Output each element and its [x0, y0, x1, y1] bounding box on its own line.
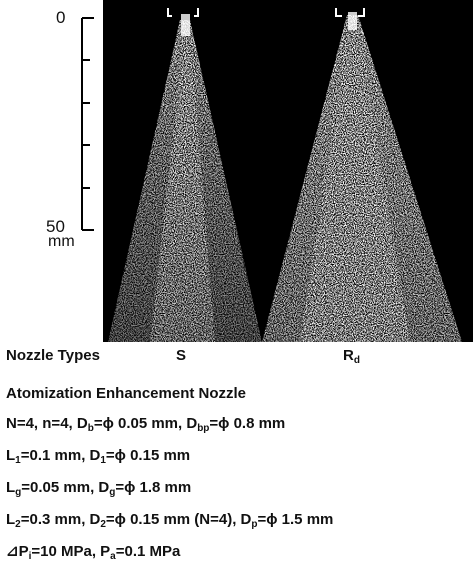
subscript: p	[251, 519, 258, 530]
subscript: 1	[15, 455, 21, 466]
caption-line: N=4, n=4, Db=ϕ 0.05 mm, Dbp=ϕ 0.8 mm	[6, 415, 285, 434]
subscript: g	[109, 487, 116, 498]
text: L	[6, 511, 16, 528]
caption-line: ⊿Pi=10 MPa, Pa=0.1 MPa	[6, 542, 180, 562]
text: =ϕ 0.8 mm	[209, 415, 286, 432]
scale-unit: mm	[48, 233, 75, 250]
scale-bar	[81, 17, 94, 231]
subscript: b	[87, 423, 94, 434]
caption-line: Lg=0.05 mm, Dg=ϕ 1.8 mm	[6, 479, 191, 498]
caption-title: Atomization Enhancement Nozzle	[6, 385, 247, 402]
subscript: i	[28, 551, 32, 562]
text: =0.05 mm, D	[21, 479, 110, 496]
nozzle-jet-s	[181, 14, 190, 36]
text: =0.3 mm, D	[20, 511, 101, 528]
text: =ϕ 1.5 mm	[257, 511, 334, 528]
text: =ϕ 0.05 mm, D	[93, 415, 198, 432]
nozzle-s	[167, 8, 199, 17]
text: ⊿P	[6, 543, 29, 560]
text: L	[6, 479, 16, 496]
caption-line: L2=0.3 mm, D2=ϕ 0.15 mm (N=4), Dp=ϕ 1.5 …	[6, 511, 333, 530]
nozzle-types-label: Nozzle Types	[6, 347, 100, 364]
nozzle-type-s: S	[176, 347, 187, 364]
subscript: d	[353, 355, 360, 366]
nozzle-type-rd: Rd	[343, 347, 360, 366]
nozzle-jet-rd	[348, 12, 357, 30]
subscript: a	[110, 551, 116, 562]
label: R	[343, 347, 354, 364]
caption-line: L1=0.1 mm, D1=ϕ 0.15 mm	[6, 447, 190, 466]
spray-cones	[108, 15, 462, 342]
text: =ϕ 0.15 mm (N=4), D	[105, 511, 252, 528]
subscript: bp	[197, 423, 210, 434]
subscript: 2	[100, 519, 106, 530]
scale-top-label: 0	[56, 8, 66, 27]
text: =ϕ 1.8 mm	[115, 479, 192, 496]
subscript: 2	[15, 519, 21, 530]
text: =0.1 mm, D	[20, 447, 101, 464]
spray-s-core	[150, 20, 215, 342]
text: =10 MPa, P	[31, 543, 111, 560]
text: =0.1 MPa	[115, 543, 181, 560]
spray-rd-core	[300, 15, 410, 342]
text: L	[6, 447, 16, 464]
nozzle-rd	[335, 8, 365, 17]
subscript: g	[15, 487, 22, 498]
subscript: 1	[100, 455, 106, 466]
text: N=4, n=4, D	[6, 415, 88, 432]
text: =ϕ 0.15 mm	[105, 447, 191, 464]
scale-bottom-label: 50	[46, 217, 65, 236]
spray-photo	[81, 0, 473, 342]
